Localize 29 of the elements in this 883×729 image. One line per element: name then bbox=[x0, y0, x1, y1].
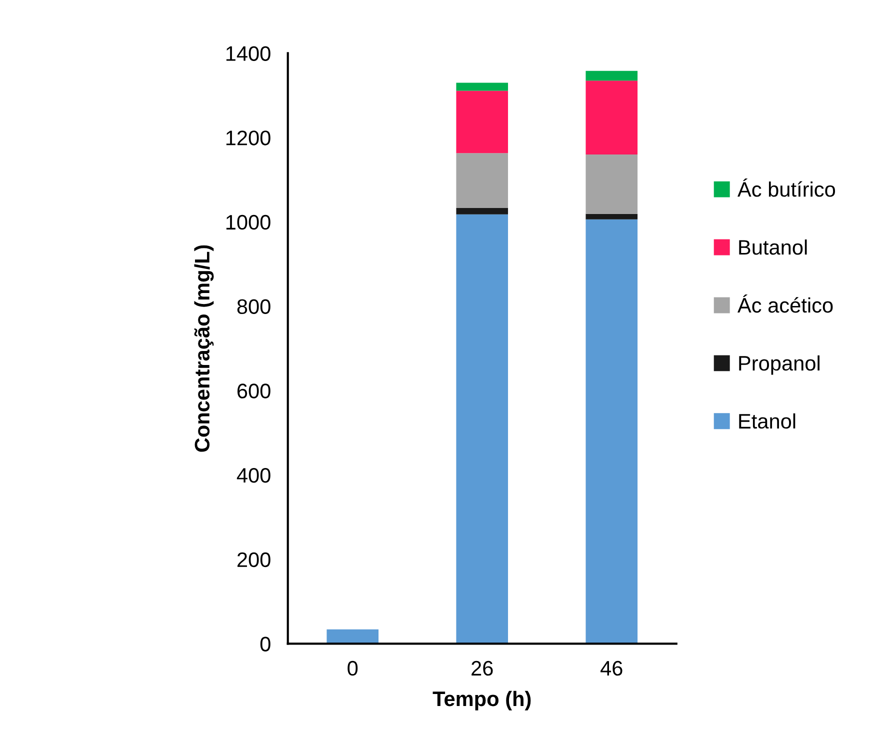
bar bbox=[456, 82, 508, 91]
y-tick-label: 1000 bbox=[226, 214, 270, 230]
legend-label: Propanol bbox=[739, 355, 820, 375]
bar bbox=[456, 208, 508, 214]
bar bbox=[326, 629, 379, 644]
legend-label: Butanol bbox=[739, 239, 807, 255]
y-tick-label: 600 bbox=[237, 384, 270, 398]
y-tick-label: 400 bbox=[236, 468, 270, 483]
y-axis-title: Concentração (mg/L) bbox=[194, 245, 214, 452]
bar bbox=[456, 214, 508, 644]
bar bbox=[456, 153, 508, 208]
x-tick-label: 46 bbox=[600, 660, 622, 676]
x-tick-label: 26 bbox=[472, 660, 493, 676]
bar bbox=[586, 219, 638, 644]
y-tick-label: 1400 bbox=[226, 46, 270, 61]
legend-label: Etanol bbox=[739, 413, 796, 429]
bar bbox=[586, 214, 638, 220]
bar bbox=[586, 154, 638, 214]
bar bbox=[586, 80, 638, 154]
bar bbox=[456, 90, 508, 154]
y-tick-label: 0 bbox=[260, 636, 270, 652]
legend-label: Ác acético bbox=[738, 294, 833, 313]
y-tick-label: 800 bbox=[237, 299, 270, 314]
x-axis-title: Tempo (h) bbox=[432, 690, 531, 710]
bar bbox=[586, 70, 638, 81]
x-tick-label: 0 bbox=[348, 660, 358, 676]
y-tick-label: 200 bbox=[237, 552, 270, 568]
y-tick-label: 1200 bbox=[226, 130, 270, 146]
legend-label: Ác butírico bbox=[738, 178, 836, 197]
